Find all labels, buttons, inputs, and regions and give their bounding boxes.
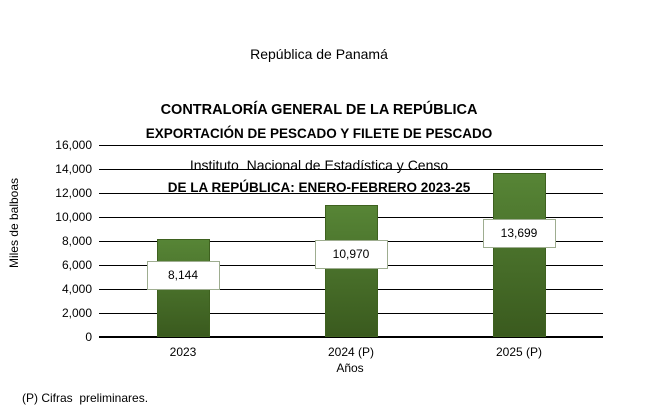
y-axis-tick-label: 16,000	[55, 138, 92, 152]
y-axis-tick-label: 8,000	[61, 234, 92, 248]
gridline	[99, 192, 603, 194]
data-label: 10,970	[314, 239, 388, 269]
gridline	[99, 144, 603, 146]
x-axis-label: 2025 (P)	[495, 345, 543, 359]
data-label: 13,699	[482, 218, 556, 248]
y-axis-tick-label: 4,000	[61, 282, 92, 296]
y-axis-tick-label: 10,000	[55, 210, 92, 224]
x-axis-title: Años	[336, 361, 364, 375]
data-label: 8,144	[146, 260, 220, 290]
chart-title-line2: DE LA REPÚBLICA: ENERO-FEBRERO 2023-25	[167, 180, 471, 195]
header-institution: CONTRALORÍA GENERAL DE LA REPÚBLICA	[160, 102, 478, 118]
y-axis-tick-label: 2,000	[61, 306, 92, 320]
bar	[492, 172, 546, 337]
chart-title-line1: EXPORTACIÓN DE PESCADO Y FILETE DE PESCA…	[145, 126, 493, 141]
y-axis-tick-label: 6,000	[61, 258, 92, 272]
y-axis-tick-label: 0	[85, 330, 92, 344]
header-country: República de Panamá	[250, 46, 388, 62]
x-axis-label: 2023	[169, 345, 197, 359]
bar	[324, 205, 378, 337]
y-axis-tick-label: 12,000	[55, 186, 92, 200]
x-axis-label: 2024 (P)	[327, 345, 375, 359]
y-axis-tick-label: 14,000	[55, 162, 92, 176]
chart-title: EXPORTACIÓN DE PESCADO Y FILETE DE PESCA…	[0, 89, 638, 233]
x-axis-line	[99, 336, 603, 338]
gridline	[99, 168, 603, 170]
footnote: (P) Cifras preliminares.	[22, 391, 149, 405]
